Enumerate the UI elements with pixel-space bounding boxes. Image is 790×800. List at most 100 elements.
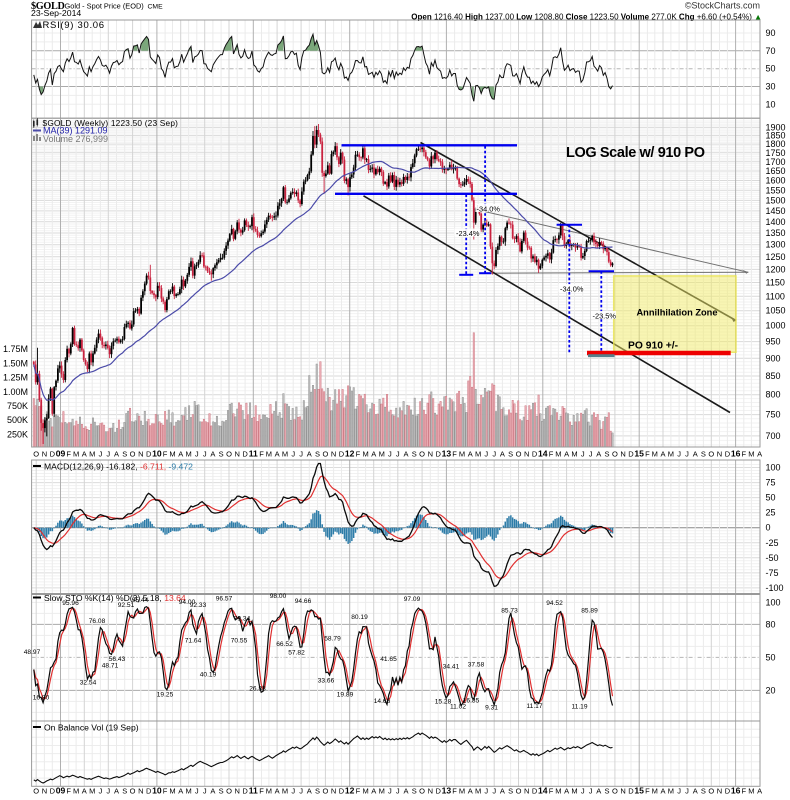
svg-text:70.55: 70.55 <box>231 638 248 645</box>
svg-text:O: O <box>419 787 425 796</box>
svg-text:D: D <box>50 450 56 459</box>
svg-text:100: 100 <box>766 597 781 607</box>
svg-text:O: O <box>708 787 714 796</box>
svg-text:S: S <box>315 787 320 796</box>
svg-text:N: N <box>138 450 143 459</box>
svg-text:1400: 1400 <box>766 217 786 227</box>
svg-text:F: F <box>66 787 71 796</box>
svg-text:20: 20 <box>766 685 776 695</box>
svg-text:900: 900 <box>766 353 781 363</box>
svg-text:80: 80 <box>766 619 776 629</box>
svg-text:F: F <box>356 787 361 796</box>
svg-text:A: A <box>500 787 505 796</box>
svg-text:M: M <box>73 787 79 796</box>
svg-text:M: M <box>282 450 288 459</box>
svg-text:A: A <box>210 787 215 796</box>
svg-text:750: 750 <box>766 410 781 420</box>
svg-text:LOG Scale w/ 910 PO: LOG Scale w/ 910 PO <box>566 145 705 161</box>
svg-text:S: S <box>412 787 417 796</box>
svg-text:J: J <box>396 450 400 459</box>
svg-text:M: M <box>282 787 288 796</box>
svg-text:19.89: 19.89 <box>337 692 354 699</box>
svg-text:N: N <box>717 787 722 796</box>
svg-text:D: D <box>435 450 441 459</box>
svg-text:J: J <box>299 450 303 459</box>
svg-text:A: A <box>371 787 376 796</box>
svg-text:A: A <box>403 450 408 459</box>
svg-text:-75: -75 <box>766 568 779 578</box>
svg-text:10: 10 <box>152 449 162 459</box>
svg-text:A: A <box>468 450 473 459</box>
svg-text:O: O <box>516 787 522 796</box>
svg-text:M: M <box>668 450 674 459</box>
svg-text:10: 10 <box>766 99 776 109</box>
svg-text:71.64: 71.64 <box>185 638 202 645</box>
svg-text:70: 70 <box>766 46 776 56</box>
svg-text:98.00: 98.00 <box>270 593 287 600</box>
svg-text:92.33: 92.33 <box>190 602 207 609</box>
svg-text:S: S <box>219 787 224 796</box>
svg-text:S: S <box>122 450 127 459</box>
svg-text:1750: 1750 <box>766 148 786 158</box>
svg-text:57.82: 57.82 <box>288 650 305 657</box>
svg-text:M: M <box>459 787 465 796</box>
svg-text:O: O <box>612 787 618 796</box>
svg-text:N: N <box>620 787 625 796</box>
svg-text:96.57: 96.57 <box>216 596 233 603</box>
svg-text:-34.0%: -34.0% <box>477 205 501 214</box>
svg-text:M: M <box>652 787 658 796</box>
svg-text:CME: CME <box>148 3 164 10</box>
svg-text:On Balance Vol (19 Sep): On Balance Vol (19 Sep) <box>44 723 139 733</box>
svg-text:58.79: 58.79 <box>324 636 341 643</box>
svg-text:N: N <box>524 787 529 796</box>
svg-text:A: A <box>500 450 505 459</box>
svg-text:M: M <box>362 787 368 796</box>
svg-text:26.83: 26.83 <box>249 686 266 693</box>
svg-text:1900: 1900 <box>766 122 786 132</box>
svg-text:N: N <box>428 787 433 796</box>
svg-text:11.19: 11.19 <box>571 704 587 711</box>
svg-text:J: J <box>99 450 103 459</box>
svg-text:41.65: 41.65 <box>380 656 397 663</box>
svg-text:Open 1216.40 High 1237.00 Low: Open 1216.40 High 1237.00 Low 1208.80 Cl… <box>411 13 762 22</box>
svg-text:A: A <box>403 787 408 796</box>
svg-text:S: S <box>122 787 127 796</box>
svg-text:9.31: 9.31 <box>485 705 498 712</box>
svg-text:M: M <box>379 787 385 796</box>
svg-text:A: A <box>275 450 280 459</box>
svg-text:J: J <box>106 450 110 459</box>
svg-text:D: D <box>242 450 248 459</box>
svg-text:250K: 250K <box>7 429 28 439</box>
svg-text:N: N <box>717 450 722 459</box>
svg-text:76.08: 76.08 <box>89 618 106 625</box>
svg-text:J: J <box>581 450 585 459</box>
svg-text:A: A <box>757 787 762 796</box>
svg-text:M: M <box>668 787 674 796</box>
svg-text:PO 910 +/-: PO 910 +/- <box>628 341 679 352</box>
svg-text:J: J <box>195 787 199 796</box>
svg-text:J: J <box>99 787 103 796</box>
svg-text:100: 100 <box>766 463 781 473</box>
svg-text:A: A <box>564 787 569 796</box>
svg-text:M: M <box>362 450 368 459</box>
svg-text:50: 50 <box>766 64 776 74</box>
svg-text:A: A <box>693 450 698 459</box>
svg-text:A: A <box>114 787 119 796</box>
svg-text:S: S <box>219 450 224 459</box>
svg-text:15.28: 15.28 <box>435 699 452 706</box>
svg-text:90: 90 <box>766 28 776 38</box>
svg-text:M: M <box>379 450 385 459</box>
svg-text:23-Sep-2014: 23-Sep-2014 <box>31 8 81 18</box>
svg-text:19.25: 19.25 <box>157 692 174 699</box>
svg-text:1.75M: 1.75M <box>3 344 28 354</box>
svg-text:Gold - Spot Price (EOD): Gold - Spot Price (EOD) <box>65 2 144 11</box>
svg-text:D: D <box>628 450 634 459</box>
svg-text:N: N <box>331 787 336 796</box>
svg-text:A: A <box>564 450 569 459</box>
svg-text:F: F <box>645 450 650 459</box>
svg-text:F: F <box>742 787 747 796</box>
svg-text:M: M <box>169 450 175 459</box>
svg-text:16.85: 16.85 <box>463 698 480 705</box>
svg-text:N: N <box>620 450 625 459</box>
svg-text:D: D <box>339 787 345 796</box>
